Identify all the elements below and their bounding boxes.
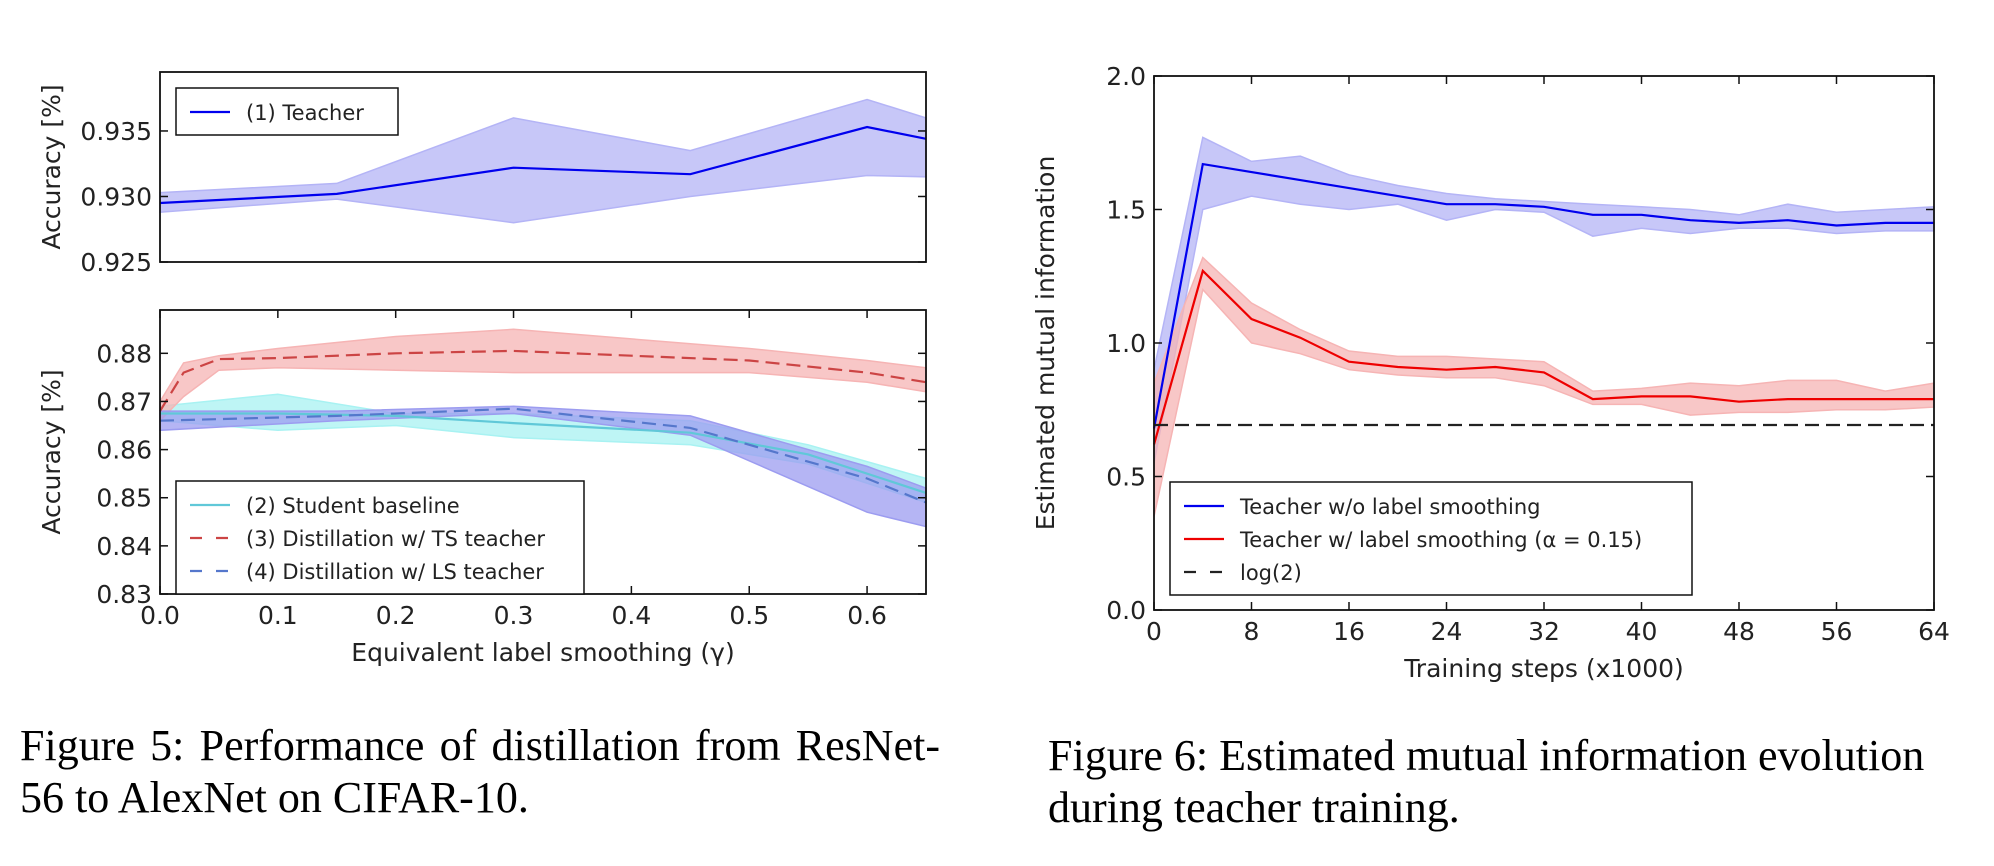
x-tick-label: 24 bbox=[1431, 617, 1463, 646]
x-tick-label: 0.0 bbox=[140, 601, 180, 630]
y-tick-label: 0.0 bbox=[1106, 596, 1146, 625]
x-tick-label: 0.4 bbox=[612, 601, 652, 630]
x-tick-label: 48 bbox=[1723, 617, 1755, 646]
x-tick-label: 16 bbox=[1333, 617, 1365, 646]
legend-entry-2: (4) Distillation w/ LS teacher bbox=[246, 560, 544, 584]
y-tick-label: 0.86 bbox=[96, 436, 152, 465]
y-axis-label: Estimated mutual information bbox=[1031, 156, 1060, 531]
x-tick-label: 0 bbox=[1146, 617, 1162, 646]
series-0-confidence-band bbox=[1153, 136, 1935, 464]
series-0-line bbox=[1152, 162, 1934, 429]
y-tick-label: 0.87 bbox=[96, 387, 152, 416]
y-tick-label: 1.5 bbox=[1106, 196, 1146, 225]
legend-box bbox=[1169, 481, 1693, 596]
x-tick-label: 56 bbox=[1821, 617, 1853, 646]
figure-6-caption: Figure 6: Estimated mutual information e… bbox=[1048, 731, 1925, 832]
x-tick-label: 8 bbox=[1244, 617, 1260, 646]
y-tick-label: 0.85 bbox=[96, 484, 152, 513]
x-axis-label: Equivalent label smoothing (γ) bbox=[351, 638, 734, 667]
y-tick-label: 0.5 bbox=[1106, 463, 1146, 492]
x-tick-label: 64 bbox=[1918, 617, 1950, 646]
legend-entry-2: log(2) bbox=[1240, 561, 1302, 585]
legend-entry-1: Teacher w/ label smoothing (α = 0.15) bbox=[1239, 528, 1642, 552]
legend-box bbox=[175, 87, 399, 136]
series-0-line bbox=[159, 125, 927, 205]
legend-entry-0: Teacher w/o label smoothing bbox=[1239, 495, 1540, 519]
y-tick-label: 1.0 bbox=[1106, 329, 1146, 358]
legend-entry-0: (1) Teacher bbox=[246, 101, 364, 125]
legend-box bbox=[175, 480, 585, 595]
series-1-line bbox=[159, 349, 927, 412]
x-tick-label: 0.1 bbox=[258, 601, 298, 630]
y-axis-label: Accuracy [%] bbox=[37, 84, 66, 249]
teacher-accuracy-plot: 0.925 0.930 0.935 Accuracy [%] (1) Teacher bbox=[37, 71, 927, 277]
legend-entry-0: (2) Student baseline bbox=[246, 494, 460, 518]
x-axis-label: Training steps (x1000) bbox=[1403, 654, 1684, 683]
y-tick-label: 0.930 bbox=[80, 182, 152, 211]
x-tick-label: 0.3 bbox=[494, 601, 534, 630]
legend-entry-1: (3) Distillation w/ TS teacher bbox=[246, 527, 545, 551]
plot-frame bbox=[159, 71, 927, 263]
series-2-line bbox=[159, 407, 927, 504]
series-1-confidence-band bbox=[1153, 256, 1935, 517]
y-tick-label: 0.935 bbox=[80, 117, 152, 146]
figures-canvas: 0.925 0.930 0.935 Accuracy [%] (1) Teacher 0… bbox=[37, 62, 1950, 683]
y-tick-label: 0.84 bbox=[96, 532, 152, 561]
y-tick-label: 0.88 bbox=[96, 339, 152, 368]
series-0-line bbox=[160, 412, 927, 494]
mutual-information-plot: 0.0 0.5 1.0 1.5 2.0 0 8 16 24 32 40 48 56 64 Estimated… bbox=[1031, 62, 1950, 683]
y-tick-label: 0.925 bbox=[80, 248, 152, 277]
y-tick-label: 2.0 bbox=[1106, 62, 1146, 91]
figure-5-caption: Figure 5: Performance of distillation fr… bbox=[20, 721, 940, 822]
x-tick-label: 40 bbox=[1626, 617, 1658, 646]
series-1-line bbox=[1152, 268, 1934, 445]
x-tick-label: 0.6 bbox=[847, 601, 887, 630]
x-tick-label: 0.5 bbox=[729, 601, 769, 630]
y-tick-label: 0.83 bbox=[96, 580, 152, 609]
student-accuracy-plot: 0.83 0.84 0.85 0.86 0.87 0.88 0.0 0.1 0.2 0.3 0.4 0… bbox=[37, 309, 927, 667]
x-tick-label: 32 bbox=[1528, 617, 1560, 646]
y-axis-label: Accuracy [%] bbox=[37, 369, 66, 534]
x-tick-label: 0.2 bbox=[376, 601, 416, 630]
